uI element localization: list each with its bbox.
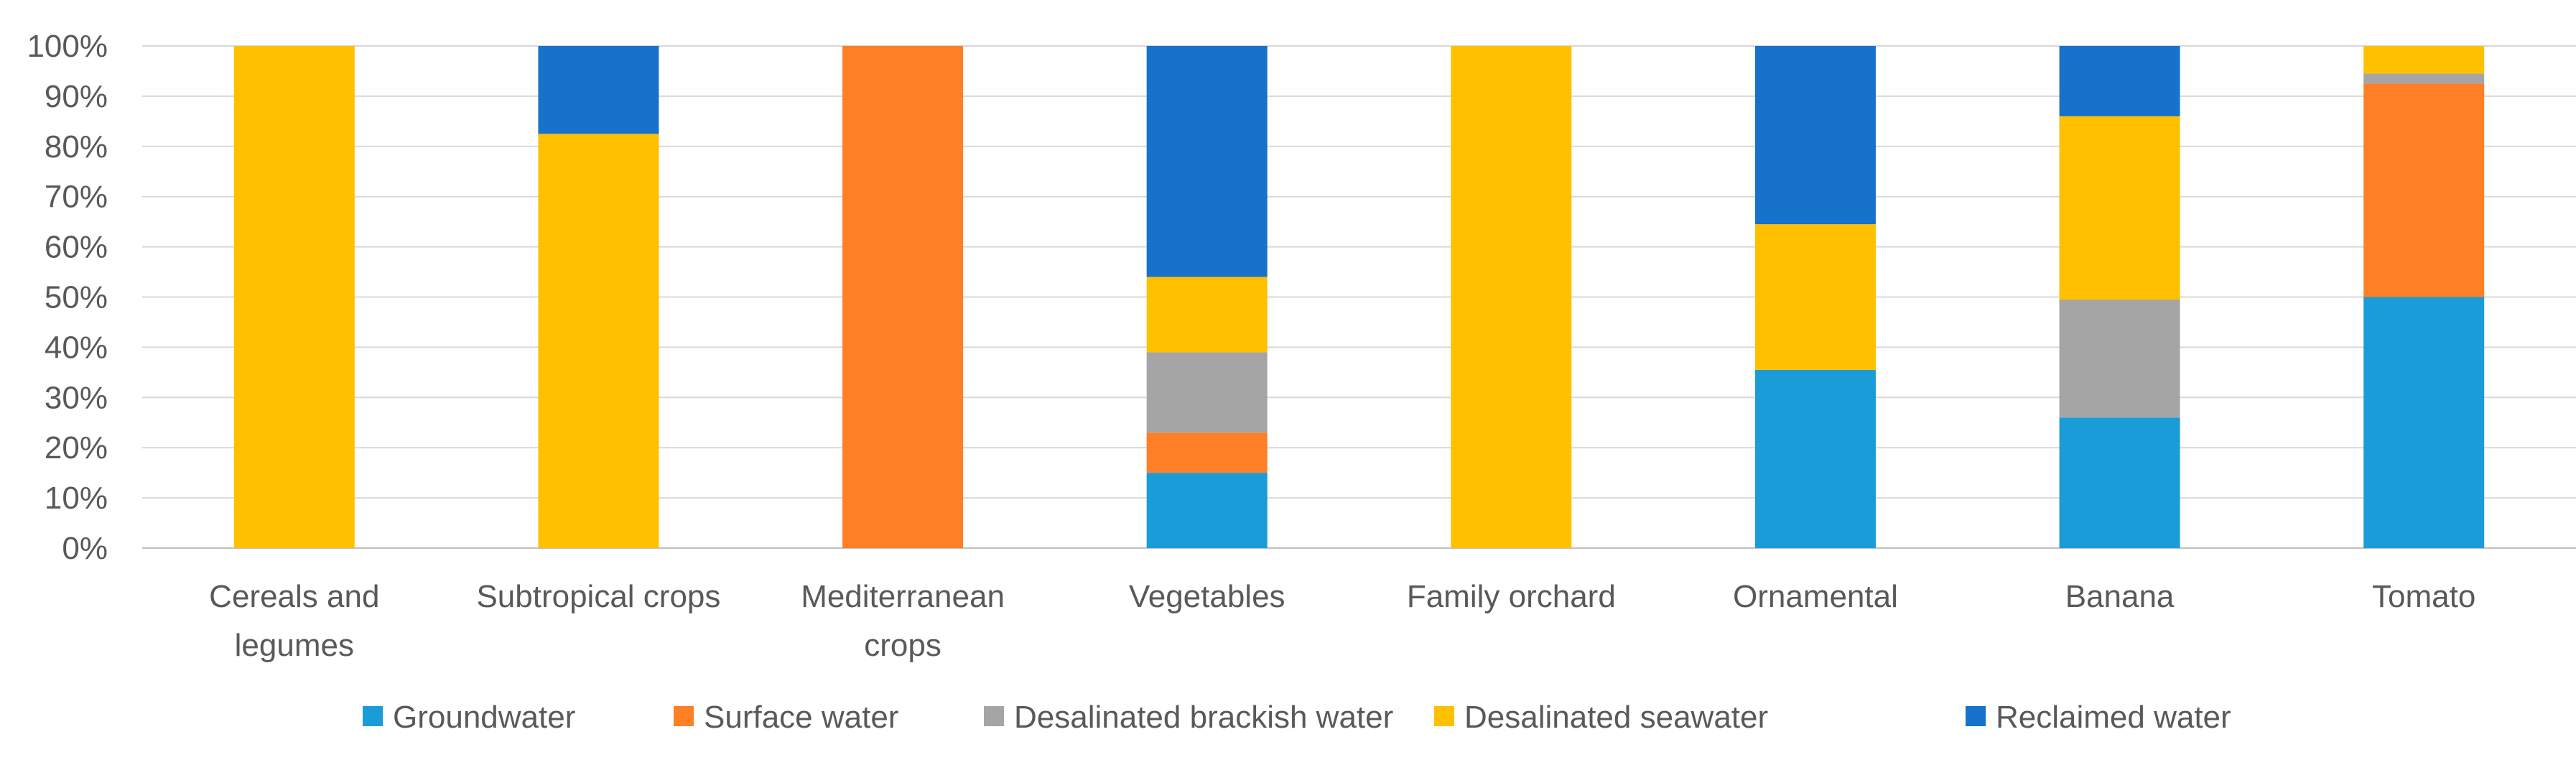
x-category-label: Banana — [2065, 579, 2175, 614]
x-category-label: Mediterranean crops — [801, 579, 1005, 663]
x-category-label: Tomato — [2372, 579, 2475, 614]
bar-segment — [2363, 73, 2485, 84]
x-axis: Cereals and legumes Subtropical crops Medit… — [209, 579, 2475, 663]
bar-segment — [233, 46, 355, 548]
bar-segment — [1451, 46, 1572, 548]
legend-label: Groundwater — [393, 700, 575, 735]
legend-swatch — [984, 706, 1004, 726]
x-category-label: Ornamental — [1733, 579, 1898, 614]
bar-segment — [2059, 116, 2180, 300]
y-tick-label: 80% — [45, 129, 108, 164]
x-category-label: Vegetables — [1129, 579, 1285, 614]
bar-segment — [1754, 46, 1876, 225]
legend-swatch — [1966, 706, 1986, 726]
y-tick-label: 90% — [45, 79, 108, 114]
y-axis: 0% 10% 20% 30% 40% 50% 60% 70% 80% 90% 100% — [27, 29, 108, 566]
bar-segment — [1146, 46, 1268, 277]
bar-segment — [1146, 432, 1268, 473]
y-tick-label: 0% — [62, 531, 108, 566]
legend-swatch — [363, 706, 383, 726]
legend-swatch — [1434, 706, 1454, 726]
y-tick-label: 30% — [45, 380, 108, 415]
legend-swatch — [674, 706, 694, 726]
legend-label: Desalinated brackish water — [1014, 700, 1393, 735]
bars — [233, 46, 2485, 548]
bar-segment — [2363, 297, 2485, 548]
y-tick-label: 20% — [45, 430, 108, 465]
bar-segment — [1754, 369, 1876, 548]
bar-segment — [2363, 46, 2485, 74]
legend-label: Reclaimed water — [1996, 700, 2231, 735]
y-tick-label: 40% — [45, 330, 108, 365]
bar-segment — [538, 134, 659, 548]
legend-label: Desalinated seawater — [1464, 700, 1768, 735]
legend-label: Surface water — [704, 700, 898, 735]
bar-segment — [1146, 352, 1268, 433]
gridlines — [142, 45, 2576, 549]
x-category-label: Subtropical crops — [476, 579, 720, 614]
bar-segment — [2059, 417, 2180, 548]
y-tick-label: 10% — [45, 481, 108, 516]
bar-segment — [842, 46, 964, 548]
y-tick-label: 100% — [27, 29, 108, 64]
bar-segment — [2363, 83, 2485, 297]
bar-segment — [1754, 224, 1876, 370]
bar-segment — [2059, 299, 2180, 418]
bar-segment — [1146, 473, 1268, 548]
y-tick-label: 70% — [45, 180, 108, 215]
bar-segment — [538, 46, 659, 134]
x-category-label: Family orchard — [1407, 579, 1616, 614]
x-category-label: Cereals and legumes — [209, 579, 379, 663]
bar-segment — [2059, 46, 2180, 116]
legend: Groundwater Surface water Desalinated brac… — [363, 700, 2231, 735]
y-tick-label: 50% — [45, 280, 108, 315]
bar-segment — [1146, 277, 1268, 353]
y-tick-label: 60% — [45, 230, 108, 265]
